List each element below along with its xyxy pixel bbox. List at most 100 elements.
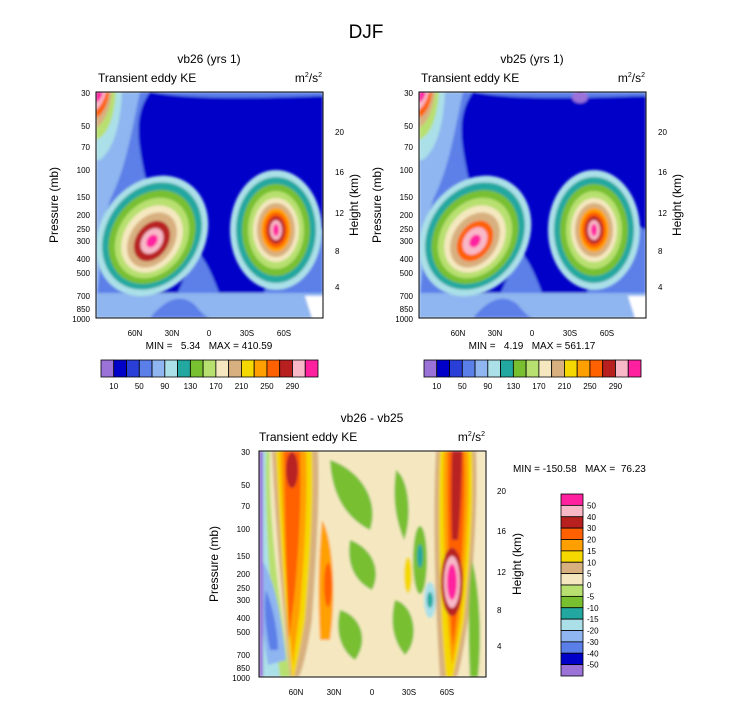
x-tick-label: 30S	[563, 329, 577, 338]
colorbar-swatch	[512, 359, 527, 378]
colorbar-swatch	[525, 359, 540, 378]
y-tick-label: 50	[81, 122, 90, 131]
height-tick-label: 20	[335, 128, 344, 137]
colorbar-label: 0	[587, 581, 592, 590]
y-axis-label-right: Height (km)	[510, 533, 524, 595]
y-ticks-right: 20 16 12 8 4	[335, 128, 344, 292]
colorbar-label: -20	[587, 627, 599, 636]
colorbar-swatch	[266, 359, 281, 378]
height-tick-label: 16	[335, 168, 344, 177]
figure-title: DJF	[349, 22, 384, 43]
colorbar-swatch	[560, 618, 584, 631]
x-tick-label: 60N	[451, 329, 466, 338]
min-max-stats: MIN = 4.19 MAX = 561.17	[469, 341, 596, 352]
y-ticks-right: 20 16 12 8 4	[497, 487, 506, 651]
colorbar-swatch	[560, 607, 584, 620]
height-tick-label: 16	[497, 527, 506, 536]
colorbar-swatch	[560, 527, 584, 540]
colorbar-swatch	[560, 550, 584, 563]
y-tick-label: 50	[241, 481, 250, 490]
height-tick-label: 16	[658, 168, 667, 177]
colorbar-swatch	[560, 641, 584, 654]
colorbar-label: 50	[458, 382, 467, 391]
x-tick-label: 0	[530, 329, 535, 338]
y-tick-label: 500	[237, 628, 251, 637]
colorbar-swatch	[560, 493, 584, 506]
colorbar-swatch	[500, 359, 514, 378]
y-tick-label: 200	[400, 211, 414, 220]
colorbar-swatch	[436, 359, 450, 378]
y-axis-label-left: Pressure (mb)	[47, 167, 61, 243]
colorbar-label: 290	[286, 382, 300, 391]
y-axis-label-right: Height (km)	[347, 174, 361, 236]
panel-left-label: Transient eddy KE	[98, 71, 196, 85]
y-tick-label: 70	[81, 143, 90, 152]
y-tick-label: 250	[77, 225, 91, 234]
colorbar-label: -30	[587, 638, 599, 647]
colorbar-swatch	[576, 359, 591, 378]
min-max-stats: MIN = 5.34 MAX = 410.59	[146, 341, 273, 352]
height-tick-label: 8	[335, 247, 340, 256]
colorbar-swatch	[138, 359, 153, 378]
colorbar-label: -15	[587, 615, 599, 624]
colorbar-swatch	[538, 359, 553, 378]
colorbar-label: 10	[432, 382, 441, 391]
y-tick-label: 30	[81, 89, 90, 98]
y-tick-label: 850	[77, 305, 91, 314]
y-tick-label: 30	[404, 89, 413, 98]
colorbar-label: 10	[109, 382, 118, 391]
colorbar-label: 170	[209, 382, 223, 391]
colorbar-swatch	[177, 359, 191, 378]
y-tick-label: 1000	[395, 315, 413, 324]
height-tick-label: 12	[497, 568, 506, 577]
colorbar: 10 50 90 130 170 210 250 290	[100, 359, 319, 391]
y-ticks-right: 20 16 12 8 4	[658, 128, 667, 292]
colorbar-swatch	[474, 359, 489, 378]
colorbar-swatch	[627, 359, 642, 378]
colorbar-label: 130	[184, 382, 198, 391]
colorbar-swatch	[449, 359, 463, 378]
colorbar-swatch	[202, 359, 217, 378]
colorbar-label: 50	[135, 382, 144, 391]
colorbar-label: -5	[587, 592, 595, 601]
x-ticks: 60N 30N 0 30S 60S	[289, 688, 454, 697]
y-axis-label-left: Pressure (mb)	[207, 526, 221, 602]
panel-title: vb25 (yrs 1)	[500, 52, 563, 66]
height-tick-label: 12	[335, 209, 344, 218]
colorbar-label: 30	[587, 524, 596, 533]
panel-units: m2/s2	[458, 430, 485, 444]
y-tick-label: 200	[77, 211, 91, 220]
colorbar-swatch	[126, 359, 140, 378]
contour-field	[259, 451, 486, 677]
colorbar-label: 250	[260, 382, 274, 391]
x-tick-label: 30N	[327, 688, 342, 697]
colorbar-label: 170	[532, 382, 546, 391]
colorbar-label: 20	[587, 536, 596, 545]
y-tick-label: 1000	[72, 315, 90, 324]
colorbar-label: 15	[587, 547, 596, 556]
y-tick-label: 100	[77, 166, 91, 175]
colorbar-swatch	[253, 359, 268, 378]
colorbar-label: 50	[587, 501, 596, 510]
colorbar-label: 10	[587, 558, 596, 567]
y-tick-label: 100	[400, 166, 414, 175]
x-tick-label: 30N	[488, 329, 503, 338]
colorbar-label: -10	[587, 604, 599, 613]
plot-frame	[418, 91, 647, 319]
x-tick-label: 60N	[289, 688, 304, 697]
panel-left-label: Transient eddy KE	[259, 430, 357, 444]
colorbar-label: 210	[558, 382, 572, 391]
colorbar-label: 210	[235, 382, 249, 391]
colorbar-swatch	[560, 539, 584, 552]
panel-vb25: vb25 (yrs 1) Transient eddy KE m2/s2	[370, 52, 684, 391]
plot-frame	[95, 91, 324, 319]
colorbar-swatch	[564, 359, 578, 378]
panel-diff: vb26 - vb25 Transient eddy KE m2/s2	[207, 411, 646, 697]
y-tick-label: 400	[237, 614, 251, 623]
x-ticks: 60N 30N 0 30S 60S	[451, 329, 614, 338]
x-tick-label: 30S	[240, 329, 254, 338]
height-tick-label: 8	[658, 247, 663, 256]
x-tick-label: 60S	[277, 329, 291, 338]
y-tick-label: 70	[241, 502, 250, 511]
colorbar-swatch	[560, 630, 584, 643]
